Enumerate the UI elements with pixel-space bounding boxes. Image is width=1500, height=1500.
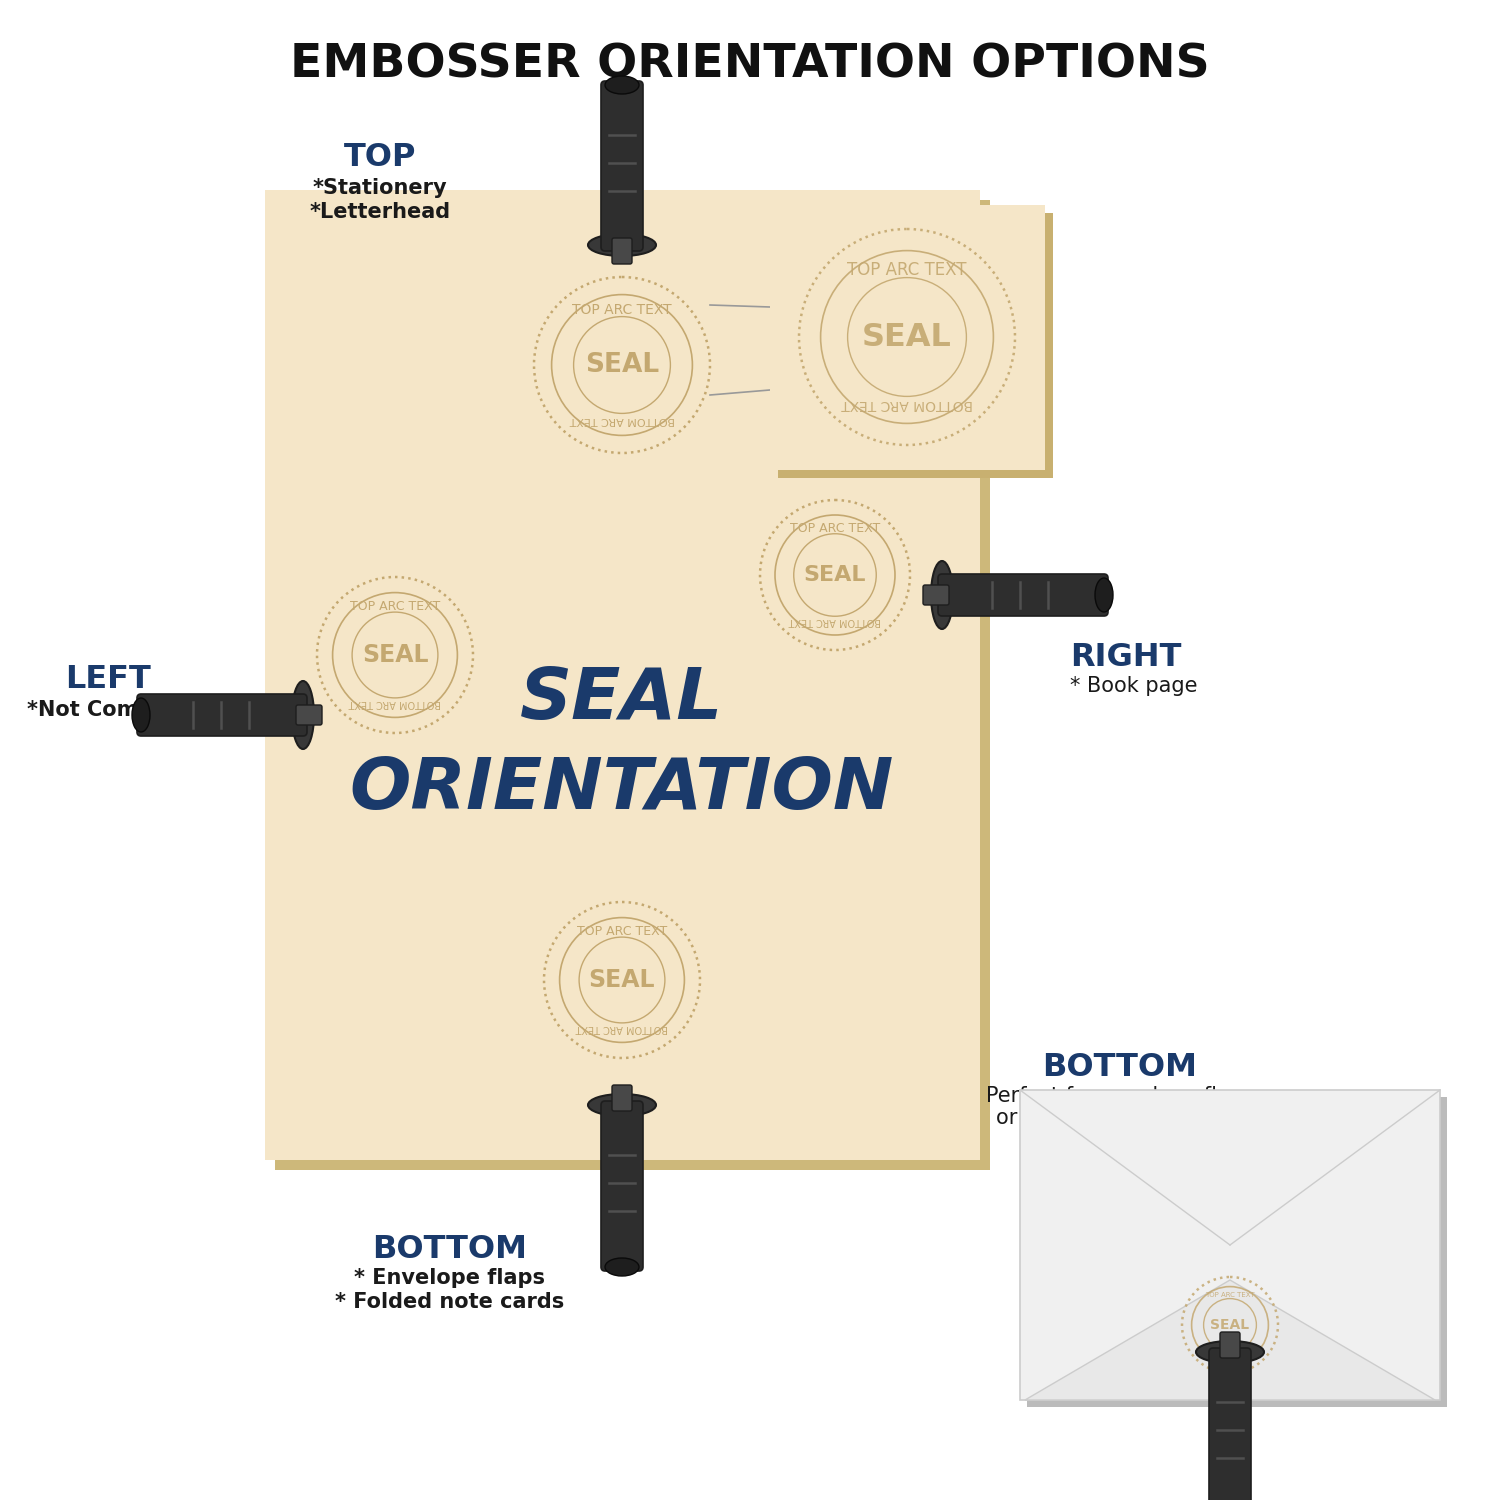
Ellipse shape [604,1258,639,1276]
FancyBboxPatch shape [602,81,644,251]
Text: * Envelope flaps: * Envelope flaps [354,1268,546,1288]
Text: BOTTOM ARC TEXT: BOTTOM ARC TEXT [570,414,675,424]
Ellipse shape [932,561,952,628]
FancyBboxPatch shape [266,190,980,1160]
Text: ORIENTATION: ORIENTATION [350,756,894,825]
Text: TOP ARC TEXT: TOP ARC TEXT [790,522,880,536]
Text: TOP ARC TEXT: TOP ARC TEXT [847,261,966,279]
Ellipse shape [588,234,656,256]
FancyBboxPatch shape [778,213,1053,478]
FancyBboxPatch shape [1028,1096,1448,1407]
Text: SEAL: SEAL [588,968,656,992]
FancyBboxPatch shape [612,238,632,264]
Text: BOTTOM ARC TEXT: BOTTOM ARC TEXT [576,1023,668,1034]
Ellipse shape [132,698,150,732]
FancyBboxPatch shape [922,585,950,604]
Ellipse shape [588,1094,656,1116]
Text: SEAL: SEAL [362,644,429,668]
Text: BOTTOM ARC TEXT: BOTTOM ARC TEXT [350,699,441,708]
Text: SEAL: SEAL [862,321,952,352]
Text: BOTTOM: BOTTOM [372,1234,528,1266]
FancyBboxPatch shape [938,574,1108,616]
Text: *Letterhead: *Letterhead [309,202,450,222]
Text: SEAL: SEAL [1210,1318,1249,1332]
Text: RIGHT: RIGHT [1070,642,1182,674]
FancyBboxPatch shape [296,705,322,724]
Text: Perfect for envelope flaps: Perfect for envelope flaps [986,1086,1254,1106]
FancyBboxPatch shape [274,200,990,1170]
Text: EMBOSSER ORIENTATION OPTIONS: EMBOSSER ORIENTATION OPTIONS [290,42,1210,87]
FancyBboxPatch shape [136,694,308,736]
Text: *Not Common: *Not Common [27,700,189,720]
Text: TOP: TOP [344,142,416,174]
Text: LEFT: LEFT [64,664,152,696]
FancyBboxPatch shape [770,206,1046,470]
FancyBboxPatch shape [612,1084,632,1112]
FancyBboxPatch shape [1220,1332,1240,1358]
Text: TOP ARC TEXT: TOP ARC TEXT [572,303,672,318]
Text: SEAL: SEAL [520,666,723,735]
Text: TOP ARC TEXT: TOP ARC TEXT [1204,1292,1255,1298]
Text: * Book page: * Book page [1070,676,1197,696]
Text: SEAL: SEAL [585,352,658,378]
Text: or bottom of page seals: or bottom of page seals [996,1108,1245,1128]
Text: BOTTOM ARC TEXT: BOTTOM ARC TEXT [789,616,880,627]
Ellipse shape [1196,1341,1264,1364]
Text: BOTTOM: BOTTOM [1042,1053,1197,1083]
Ellipse shape [292,681,314,748]
Text: *Stationery: *Stationery [312,178,447,198]
Ellipse shape [1095,578,1113,612]
Polygon shape [1024,1280,1436,1400]
Text: SEAL: SEAL [804,566,867,585]
FancyBboxPatch shape [1020,1090,1440,1400]
Text: * Folded note cards: * Folded note cards [336,1292,564,1312]
Ellipse shape [604,76,639,94]
Text: TOP ARC TEXT: TOP ARC TEXT [578,926,668,938]
Text: BOTTOM ARC TEXT: BOTTOM ARC TEXT [842,398,974,411]
FancyBboxPatch shape [1209,1348,1251,1500]
Text: TOP ARC TEXT: TOP ARC TEXT [350,600,439,613]
Text: BOTTOM ARC TEXT: BOTTOM ARC TEXT [1204,1353,1255,1358]
FancyBboxPatch shape [602,1101,644,1270]
